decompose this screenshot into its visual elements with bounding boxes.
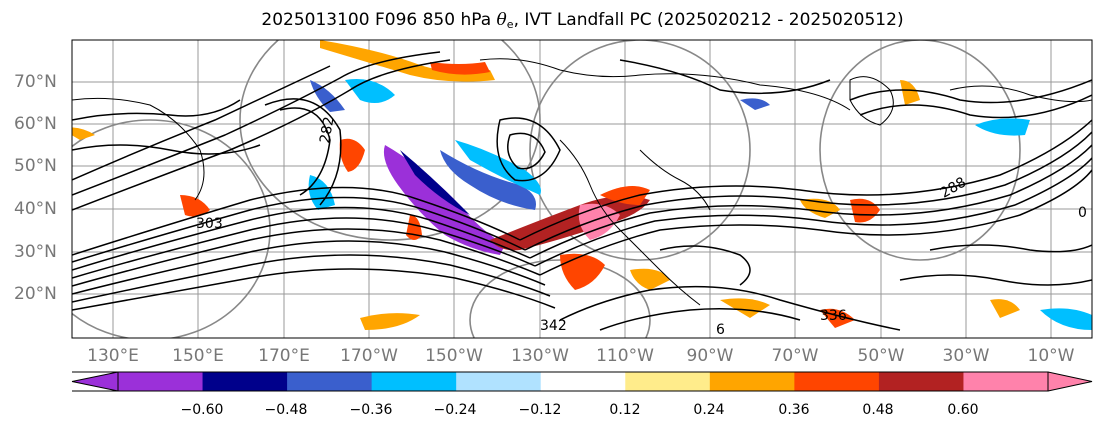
colorbar-segment [878,372,964,391]
map-area [72,40,1092,338]
colorbar-segment [963,372,1049,391]
colorbar-tick-label: −0.12 [518,402,562,418]
lon-label-70w: 70°W [771,346,819,366]
title-theta-symbol: θ [496,10,507,30]
contour-label-303: 303 [196,216,223,232]
lon-label-10w: 10°W [1027,346,1075,366]
colorbar-extend-high [1048,372,1092,391]
title-suffix: , IVT Landfall PC (2025020212 - 20250205… [513,10,904,30]
title-prefix: 2025013100 F096 850 hPa [261,10,497,30]
colorbar-tick-label: 0.36 [778,402,810,418]
title-subscript: e [506,18,514,31]
lon-label-130e: 130°E [87,346,139,366]
colorbar-segment [625,372,711,391]
projection-circles [72,40,1021,338]
lat-label-20n: 20°N [14,284,57,304]
lat-label-40n: 40°N [14,199,57,219]
colorbar-segments [72,372,1092,391]
lon-label-170w: 170°W [340,346,398,366]
lon-label-90w: 90°W [686,346,734,366]
colorbar-tick-label: −0.48 [264,402,308,418]
colorbar-segment [287,372,373,391]
lon-label-110w: 110°W [596,346,654,366]
lon-label-30w: 30°W [942,346,990,366]
lat-label-50n: 50°N [14,156,57,176]
lon-label-150w: 150°W [425,346,483,366]
lon-label-130w: 130°W [511,346,569,366]
contour-label-342: 342 [540,318,567,334]
colorbar-segment [709,372,795,391]
coastlines [72,58,1092,306]
contour-label-6: 6 [716,322,725,338]
lat-label-30n: 30°N [14,242,57,262]
figure-title: 2025013100 F096 850 hPa θe, IVT Landfall… [0,10,1105,31]
lat-label-70n: 70°N [14,72,57,92]
colorbar-tick-label: 0.12 [609,402,641,418]
colorbar-segment [540,372,626,391]
colorbar-tick-label: −0.36 [349,402,393,418]
colorbar-extend-low [72,372,118,391]
lon-label-50w: 50°W [857,346,905,366]
colorbar [71,371,1093,392]
lat-label-60n: 60°N [14,114,57,134]
colorbar-tick-label: 0.48 [862,402,894,418]
colorbar-segment [456,372,542,391]
lon-label-150e: 150°E [172,346,224,366]
theta-e-contours [72,51,1092,331]
colorbar-tick-label: −0.60 [180,402,224,418]
colorbar-tick-label: 0.60 [947,402,979,418]
contour-label-0: 0 [1078,205,1087,221]
colorbar-tick-label: −0.24 [433,402,477,418]
contour-label-336: 336 [820,308,847,324]
lon-label-170e: 170°E [258,346,310,366]
colorbar-tick-label: 0.24 [693,402,725,418]
map-frame [71,39,1093,339]
colorbar-segment [371,372,457,391]
colorbar-segment [202,372,288,391]
colorbar-segment [794,372,880,391]
colorbar-segment [118,372,204,391]
